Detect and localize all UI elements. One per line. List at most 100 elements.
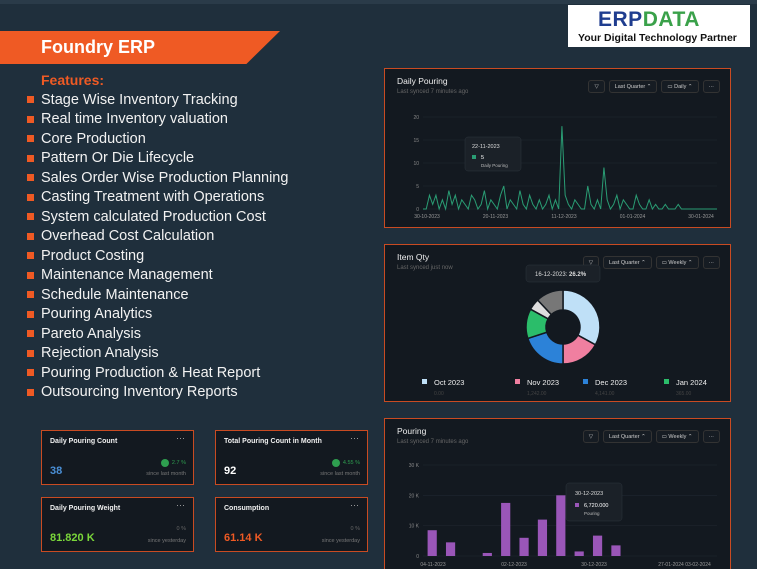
feature-item: Casting Treatment with Operations: [27, 188, 288, 208]
kpi-sub: since yesterday: [147, 538, 186, 544]
legend-swatch: [664, 379, 669, 384]
daily-pouring-panel: Daily Pouring Last synced 7 minutes ago …: [384, 68, 731, 228]
features-title: Features:: [41, 72, 105, 88]
bullet-icon: [27, 213, 34, 221]
y-tick-label: 0: [416, 207, 419, 213]
tooltip-series: Pouring: [584, 511, 600, 516]
kpi-more-button[interactable]: ···: [350, 500, 359, 510]
pouring-chart: 0 10 K 20 K 30 K 04-11-2023 02-12-2023 30-12-2…: [409, 463, 717, 568]
bar: [445, 542, 456, 556]
x-tick-label: 02-12-2023: [501, 562, 527, 568]
feature-label: Maintenance Management: [41, 267, 213, 284]
bullet-icon: [27, 252, 34, 260]
feature-label: Pareto Analysis: [41, 325, 141, 342]
bullet-icon: [27, 330, 34, 338]
bullet-icon: [27, 291, 34, 299]
y-tick-label: 30 K: [409, 463, 420, 469]
tooltip-date: 30-12-2023: [575, 491, 603, 497]
period-label: Last Quarter: [608, 259, 640, 266]
legend-label: Jan 2024: [676, 378, 707, 387]
legend-swatch: [422, 379, 427, 384]
feature-item: Sales Order Wise Production Planning: [27, 168, 288, 188]
kpi-card: Consumption ··· 61.14 K 0 % since yesterday: [215, 497, 368, 552]
bullet-icon: [27, 388, 34, 396]
feature-label: Stage Wise Inventory Tracking: [41, 91, 238, 108]
feature-item: Product Costing: [27, 246, 288, 266]
more-button[interactable]: ···: [702, 80, 720, 93]
feature-label: Real time Inventory valuation: [41, 111, 228, 128]
kpi-more-button[interactable]: ···: [176, 433, 185, 443]
granularity-label: Daily: [674, 83, 687, 90]
period-select[interactable]: Last Quarter ⌃: [602, 256, 652, 269]
pie-slice: [536, 289, 564, 316]
filter-icon[interactable]: ▽: [582, 430, 599, 443]
bullet-icon: [27, 154, 34, 162]
daily-pouring-title: Daily Pouring: [397, 76, 448, 86]
tooltip-swatch: [472, 155, 476, 159]
features-list: Stage Wise Inventory Tracking Real time I…: [27, 90, 288, 402]
y-tick-label: 10 K: [409, 524, 420, 530]
legend-swatch: [583, 379, 588, 384]
tooltip-box: [565, 482, 623, 522]
kpi-sub: since last month: [320, 471, 360, 477]
tooltip-date: 16-12-2023:: [535, 272, 569, 278]
item-qty-sync: Last synced just now: [397, 265, 453, 271]
item-qty-chart: 16-12-2023: 26.2% Oct 2023 0.00 Nov 2023 1,2…: [422, 264, 707, 397]
legend-sub: 4,141.00: [595, 391, 615, 397]
trend-icon: [160, 459, 169, 467]
feature-item: Core Production: [27, 129, 288, 149]
tooltip-box: [525, 264, 601, 283]
legend-label: Oct 2023: [434, 378, 464, 387]
filter-icon[interactable]: ▽: [588, 80, 605, 93]
item-qty-panel: Item Qty Last synced just now ▽ Last Qua…: [384, 244, 731, 402]
x-tick-label: 20-11-2023: [483, 214, 508, 220]
feature-label: Pouring Production & Heat Report: [41, 364, 261, 381]
legend-label: Nov 2023: [527, 378, 559, 387]
bullet-icon: [27, 310, 34, 318]
granularity-label: Weekly: [668, 259, 687, 266]
feature-label: Casting Treatment with Operations: [41, 189, 265, 206]
more-button[interactable]: ···: [702, 430, 720, 443]
kpi-name: Consumption: [224, 505, 270, 512]
pouring-panel: Pouring Last synced 7 minutes ago ▽ Last…: [384, 418, 731, 569]
tooltip-box: [464, 136, 522, 172]
legend-swatch: [515, 379, 520, 384]
period-select[interactable]: Last Quarter ⌃: [602, 430, 652, 443]
bar: [482, 552, 492, 556]
kpi-card: Daily Pouring Weight ··· 81.820 K 0 % since …: [41, 497, 194, 552]
tooltip-value: 26.2%: [569, 272, 587, 278]
period-label: Last Quarter: [614, 83, 646, 90]
series-line: [423, 126, 717, 211]
kpi-more-button[interactable]: ···: [350, 433, 359, 443]
kpi-sub: since last month: [146, 471, 186, 477]
page-title: Foundry ERP: [41, 37, 156, 57]
feature-label: Product Costing: [41, 247, 145, 264]
feature-label: Schedule Maintenance: [41, 286, 189, 303]
granularity-select[interactable]: ▭ Weekly ⌃: [655, 430, 699, 443]
bullet-icon: [27, 96, 34, 104]
granularity-label: Weekly: [668, 433, 687, 440]
more-button[interactable]: ···: [702, 256, 720, 269]
item-qty-title: Item Qty: [397, 252, 430, 262]
granularity-select[interactable]: ▭ Weekly ⌃: [655, 256, 699, 269]
daily-pouring-sync: Last synced 7 minutes ago: [397, 89, 469, 95]
feature-item: Maintenance Management: [27, 266, 288, 286]
bullet-icon: [27, 193, 34, 201]
feature-item: Pouring Production & Heat Report: [27, 363, 288, 383]
bullet-icon: [27, 271, 34, 279]
kpi-more-button[interactable]: ···: [176, 500, 185, 510]
kpi-value: 61.14 K: [224, 532, 263, 544]
feature-item: Overhead Cost Calculation: [27, 227, 288, 247]
kpi-card: Daily Pouring Count ··· 38 2.7 % since last …: [41, 430, 194, 485]
feature-item: Schedule Maintenance: [27, 285, 288, 305]
x-tick-label: 30-10-2023: [414, 214, 440, 220]
granularity-select[interactable]: ▭ Daily ⌃: [661, 80, 699, 93]
feature-item: Stage Wise Inventory Tracking: [27, 90, 288, 110]
period-select[interactable]: Last Quarter ⌃: [608, 80, 658, 93]
feature-label: System calculated Production Cost: [41, 208, 266, 225]
legend-sub: 1,242.00: [527, 391, 547, 397]
legend-sub: 365.00: [676, 391, 692, 397]
feature-item: Pareto Analysis: [27, 324, 288, 344]
y-tick-label: 10: [413, 161, 419, 167]
erpdata-logo: ERPDATA Your Digital Technology Partner: [568, 5, 750, 47]
